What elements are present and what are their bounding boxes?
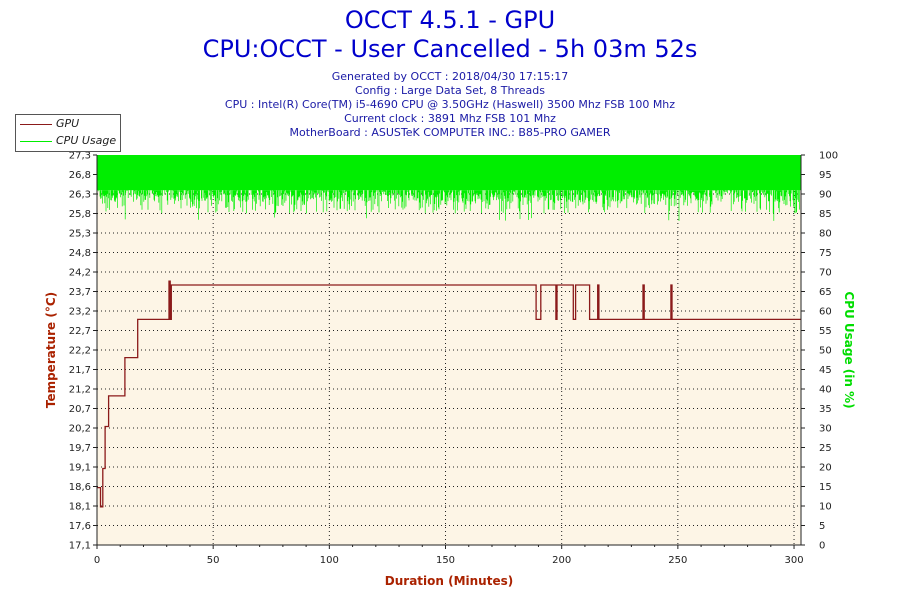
y-right-tick-label: 5	[819, 521, 825, 532]
y-right-tick-label: 60	[819, 307, 832, 318]
y-right-tick-label: 65	[819, 287, 832, 298]
y-right-tick-label: 100	[819, 151, 838, 162]
y-left-tick-label: 18,1	[69, 502, 91, 513]
info-generated: Generated by OCCT : 2018/04/30 17:15:17	[331, 70, 569, 83]
info-clock: Current clock : 3891 Mhz FSB 101 Mhz	[344, 112, 556, 125]
x-tick-label: 200	[552, 555, 571, 566]
x-axis-label: Duration (Minutes)	[385, 574, 513, 588]
y-left-tick-label: 25,8	[69, 209, 91, 220]
chart-title: OCCT 4.5.1 - GPU	[344, 6, 556, 34]
y-left-tick-label: 25,3	[69, 229, 91, 240]
y-right-tick-label: 50	[819, 346, 832, 357]
y-right-tick-label: 35	[819, 404, 832, 415]
y-left-tick-label: 22,7	[69, 326, 91, 337]
y-right-tick-label: 25	[819, 443, 832, 454]
gpu-temperature-line	[97, 280, 801, 508]
legend-item-cpu: CPU Usage	[16, 133, 120, 149]
legend-swatch-gpu	[20, 124, 52, 125]
x-tick-label: 100	[320, 555, 339, 566]
y-right-tick-label: 0	[819, 541, 825, 552]
y-left-tick-label: 24,8	[69, 248, 91, 259]
y-left-axis-label: Temperature (°C)	[44, 292, 58, 408]
y-left-tick-label: 27,3	[69, 151, 91, 162]
y-right-tick-label: 85	[819, 209, 832, 220]
y-left-tick-label: 23,7	[69, 287, 91, 298]
y-left-tick-label: 20,7	[69, 404, 91, 415]
y-left-tick-label: 24,2	[69, 268, 91, 279]
y-left-tick-label: 23,2	[69, 307, 91, 318]
y-right-tick-label: 20	[819, 463, 832, 474]
legend: GPU CPU Usage	[15, 114, 121, 152]
y-right-tick-label: 40	[819, 385, 832, 396]
x-tick-label: 300	[784, 555, 803, 566]
info-motherboard: MotherBoard : ASUSTeK COMPUTER INC.: B85…	[289, 126, 611, 139]
y-left-tick-label: 21,7	[69, 365, 91, 376]
y-right-axis-label: CPU Usage (in %)	[842, 291, 856, 408]
y-left-tick-label: 18,6	[69, 482, 91, 493]
y-right-tick-label: 70	[819, 268, 832, 279]
y-left-tick-label: 26,3	[69, 190, 91, 201]
legend-swatch-cpu	[20, 141, 52, 142]
y-left-tick-label: 17,1	[69, 541, 91, 552]
x-tick-label: 150	[436, 555, 455, 566]
y-right-tick-label: 15	[819, 482, 832, 493]
y-right-tick-label: 10	[819, 502, 832, 513]
x-tick-label: 50	[207, 555, 220, 566]
legend-item-gpu: GPU	[16, 116, 120, 132]
y-right-tick-label: 75	[819, 248, 832, 259]
x-tick-label: 250	[668, 555, 687, 566]
y-left-tick-label: 17,6	[69, 521, 91, 532]
info-cpu: CPU : Intel(R) Core(TM) i5-4690 CPU @ 3.…	[224, 98, 676, 111]
cpu-usage-series	[96, 155, 802, 221]
y-left-tick-label: 19,1	[69, 463, 91, 474]
cpu-usage-band	[97, 155, 801, 191]
y-left-tick-label: 26,8	[69, 170, 91, 181]
y-right-tick-label: 45	[819, 365, 832, 376]
y-right-tick-label: 55	[819, 326, 832, 337]
legend-label-cpu: CPU Usage	[56, 134, 117, 147]
y-right-tick-label: 80	[819, 229, 832, 240]
y-left-tick-label: 21,2	[69, 385, 91, 396]
legend-label-gpu: GPU	[56, 117, 80, 130]
y-right-tick-label: 95	[819, 170, 832, 181]
info-config: Config : Large Data Set, 8 Threads	[355, 84, 545, 97]
y-left-tick-label: 22,2	[69, 346, 91, 357]
y-left-tick-label: 20,2	[69, 424, 91, 435]
x-tick-label: 0	[94, 555, 100, 566]
y-left-tick-label: 19,7	[69, 443, 91, 454]
y-right-tick-label: 30	[819, 424, 832, 435]
chart-subtitle: CPU:OCCT - User Cancelled - 5h 03m 52s	[202, 35, 698, 63]
y-right-tick-label: 90	[819, 190, 832, 201]
